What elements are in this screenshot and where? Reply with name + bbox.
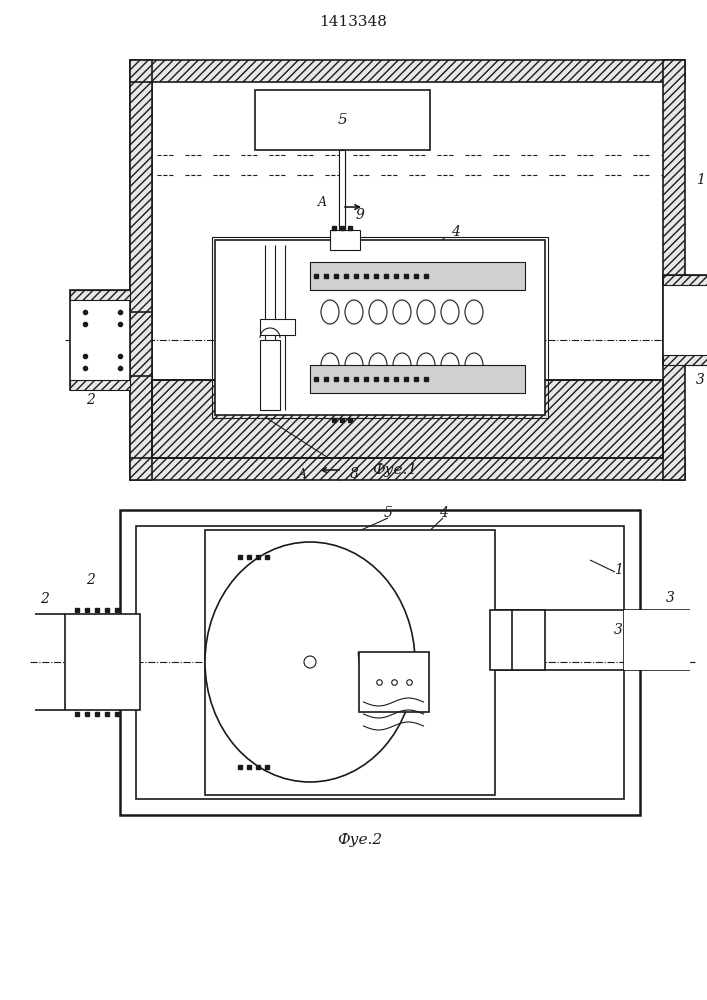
Bar bbox=[663, 60, 685, 480]
Bar bbox=[310, 365, 525, 393]
Bar bbox=[260, 319, 295, 335]
Ellipse shape bbox=[417, 353, 435, 377]
Text: 1413348: 1413348 bbox=[319, 15, 387, 29]
Text: 4: 4 bbox=[438, 506, 448, 520]
Ellipse shape bbox=[393, 353, 411, 377]
Bar bbox=[310, 262, 525, 290]
Bar bbox=[65, 614, 140, 710]
Bar bbox=[260, 340, 280, 410]
Bar bbox=[663, 275, 707, 365]
Ellipse shape bbox=[345, 353, 363, 377]
Bar bbox=[130, 302, 152, 378]
Bar bbox=[70, 290, 130, 300]
Ellipse shape bbox=[393, 300, 411, 324]
Ellipse shape bbox=[321, 300, 339, 324]
Text: 5: 5 bbox=[384, 506, 392, 520]
Text: Фуе.2: Фуе.2 bbox=[337, 833, 382, 847]
Bar bbox=[130, 376, 152, 458]
Bar bbox=[624, 610, 690, 670]
Ellipse shape bbox=[369, 300, 387, 324]
Bar bbox=[152, 380, 663, 458]
Text: 2: 2 bbox=[40, 592, 49, 606]
Text: 1: 1 bbox=[696, 173, 704, 187]
Ellipse shape bbox=[369, 353, 387, 377]
Bar bbox=[330, 230, 360, 250]
Text: Фуе.1: Фуе.1 bbox=[373, 463, 418, 477]
Bar bbox=[120, 510, 640, 815]
Bar bbox=[130, 60, 152, 480]
Bar bbox=[663, 355, 707, 365]
Text: 8: 8 bbox=[349, 467, 358, 481]
Bar bbox=[358, 652, 428, 712]
Circle shape bbox=[304, 656, 316, 668]
Text: 2: 2 bbox=[86, 573, 95, 587]
Ellipse shape bbox=[205, 542, 415, 782]
Bar bbox=[490, 610, 512, 670]
Ellipse shape bbox=[465, 353, 483, 377]
Bar bbox=[70, 380, 130, 390]
Text: 3: 3 bbox=[614, 623, 622, 637]
Ellipse shape bbox=[441, 353, 459, 377]
Ellipse shape bbox=[345, 300, 363, 324]
Bar bbox=[152, 380, 663, 458]
Ellipse shape bbox=[465, 300, 483, 324]
Text: 9: 9 bbox=[356, 208, 364, 222]
Bar bbox=[130, 458, 685, 480]
Bar bbox=[130, 82, 152, 312]
Bar bbox=[70, 290, 130, 390]
Text: 1: 1 bbox=[614, 563, 622, 577]
Ellipse shape bbox=[417, 300, 435, 324]
Text: A: A bbox=[318, 196, 327, 210]
Text: 5: 5 bbox=[338, 113, 347, 127]
Ellipse shape bbox=[441, 300, 459, 324]
Text: 4: 4 bbox=[450, 225, 460, 239]
Text: 3: 3 bbox=[665, 591, 674, 605]
Bar bbox=[255, 90, 430, 150]
Bar bbox=[205, 530, 495, 795]
Bar bbox=[152, 82, 663, 458]
Ellipse shape bbox=[321, 353, 339, 377]
Bar bbox=[130, 60, 685, 82]
Text: 3: 3 bbox=[696, 373, 704, 387]
Text: 2: 2 bbox=[86, 393, 95, 407]
Text: A: A bbox=[298, 468, 307, 481]
Bar bbox=[339, 150, 345, 350]
Bar bbox=[495, 610, 545, 670]
Bar bbox=[212, 237, 548, 418]
Bar bbox=[215, 240, 545, 415]
Bar bbox=[663, 275, 707, 285]
Bar bbox=[136, 526, 624, 799]
